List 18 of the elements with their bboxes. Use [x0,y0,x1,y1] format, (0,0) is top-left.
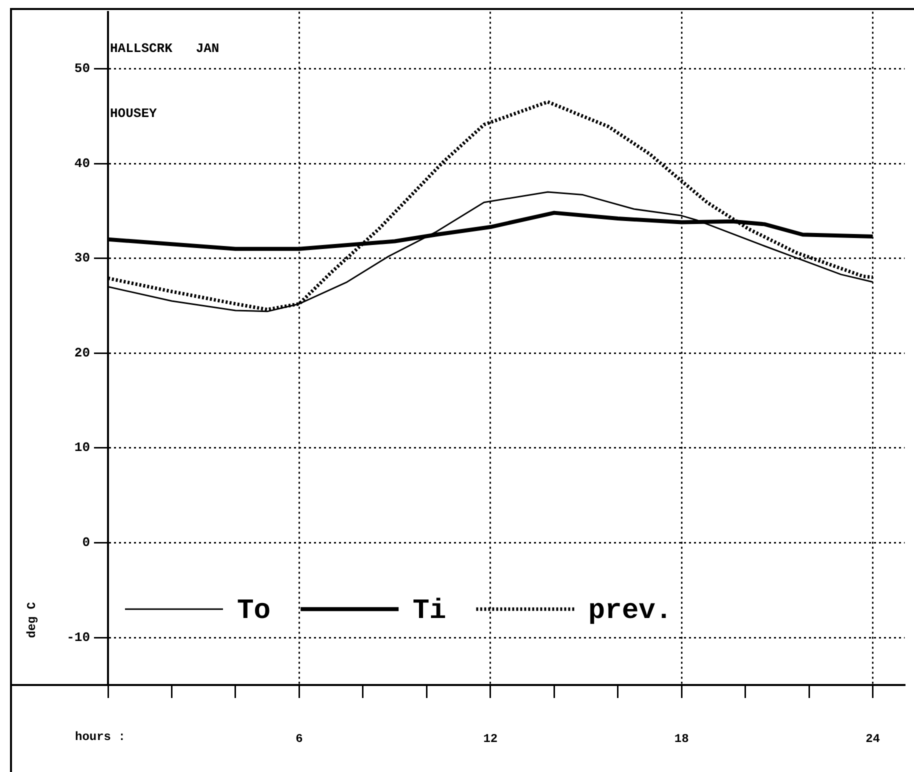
x-axis-title: hours : [75,730,126,744]
y-tick-label: 0 [82,535,90,550]
annotation: HALLSCRK JAN [110,41,220,56]
annotation: HOUSEY [110,106,158,122]
x-tick-label: 18 [674,732,689,746]
y-tick-label: 50 [74,60,90,76]
y-tick-label: 10 [74,440,90,456]
y-axis-title: deg C [25,602,40,638]
x-tick-label: 24 [866,732,880,746]
y-tick-label: 30 [74,250,90,266]
x-tick-label: 6 [296,732,303,746]
y-tick-label: 40 [74,156,90,171]
legend-label: prev. [588,596,672,628]
x-tick-label: 12 [483,732,498,746]
legend-label: To [237,596,271,628]
legend-label: Ti [412,596,446,628]
y-tick-label: -10 [66,630,90,645]
y-tick-label: 20 [74,345,90,360]
